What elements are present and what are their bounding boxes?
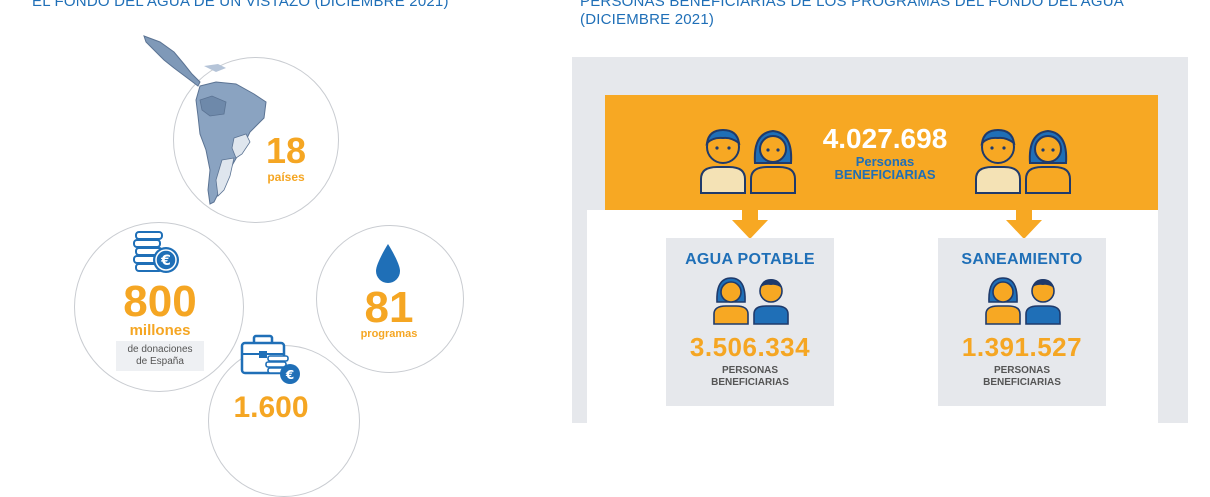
donations-note-line1: de donaciones bbox=[127, 344, 193, 355]
card-saneamiento: SANEAMIENTO 1.391.527 PERSONAS BENEFICIA… bbox=[938, 238, 1106, 406]
arrow-down-icon bbox=[1006, 208, 1042, 239]
man-woman-icon-left bbox=[700, 128, 796, 194]
right-header-line1: PERSONAS BENEFICIARIAS DE LOS PROGRAMAS … bbox=[580, 0, 1124, 10]
programs-label: programas bbox=[360, 328, 418, 340]
card-agua-potable: AGUA POTABLE 3.506.334 PERSONAS BENEFICI… bbox=[666, 238, 834, 406]
card-sub-line2: BENEFICIARIAS bbox=[711, 377, 789, 388]
countries-circle bbox=[173, 57, 339, 223]
briefcase-euro-icon: € bbox=[240, 334, 300, 384]
card-value: 3.506.334 bbox=[689, 332, 811, 362]
woman-icon bbox=[750, 129, 796, 194]
total-line2: BENEFICIARIAS bbox=[834, 167, 936, 182]
man-icon bbox=[700, 128, 746, 194]
svg-text:€: € bbox=[160, 253, 171, 269]
donations-note: de donaciones de España bbox=[116, 341, 204, 371]
woman-man-icon bbox=[713, 277, 789, 325]
programs-value: 81 bbox=[364, 283, 414, 332]
woman-icon bbox=[1025, 129, 1071, 194]
right-header-line2: (DICIEMBRE 2021) bbox=[580, 11, 715, 28]
card-sub-line1: PERSONAS bbox=[993, 365, 1051, 376]
total-value: 4.027.698 bbox=[822, 123, 948, 154]
card-sub-line2: BENEFICIARIAS bbox=[983, 377, 1061, 388]
left-header: EL FONDO DEL AGUA DE UN VISTAZO (DICIEMB… bbox=[32, 0, 449, 10]
card-title: AGUA POTABLE bbox=[685, 251, 815, 268]
total-line1: Personas bbox=[855, 154, 915, 169]
man-woman-icon-right bbox=[975, 128, 1071, 194]
card-title: SANEAMIENTO bbox=[961, 251, 1083, 268]
svg-text:€: € bbox=[285, 368, 294, 382]
countries-value: 18 bbox=[265, 130, 307, 171]
donations-value: 800 bbox=[123, 277, 197, 326]
donations-note-line2: de España bbox=[136, 356, 184, 367]
coins-euro-icon: € bbox=[133, 231, 179, 273]
woman-man-icon bbox=[985, 277, 1061, 325]
arrow-down-icon bbox=[732, 208, 768, 239]
budget-value: 1.600 bbox=[233, 391, 309, 424]
man-icon bbox=[975, 128, 1021, 194]
card-sub-line1: PERSONAS bbox=[721, 365, 779, 376]
water-drop-icon bbox=[376, 244, 400, 283]
donations-label: millones bbox=[129, 322, 191, 339]
countries-label: países bbox=[267, 170, 305, 184]
map-icon bbox=[143, 35, 267, 205]
card-value: 1.391.527 bbox=[961, 332, 1083, 362]
